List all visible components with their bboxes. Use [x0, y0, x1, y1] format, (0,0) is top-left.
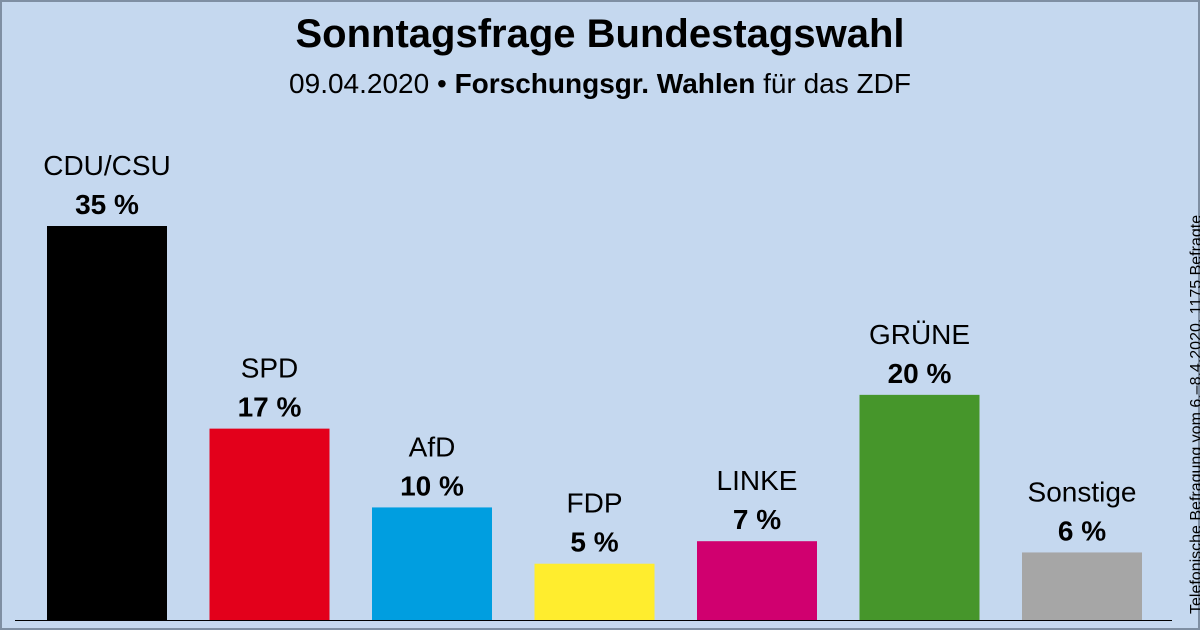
bar-grüne: [859, 394, 980, 620]
poll-client: für das ZDF: [763, 68, 911, 99]
poll-institute: Forschungsgr. Wahlen: [454, 68, 756, 99]
separator-dot: •: [436, 68, 447, 99]
bar-cdu-csu: [47, 226, 167, 620]
poll-date: 09.04.2020: [289, 68, 430, 99]
value-label-afd: 10 %: [400, 470, 464, 501]
chart-subtitle: 09.04.2020 • Forschungsgr. Wahlen für da…: [0, 68, 1200, 100]
category-label-cdu-csu: CDU/CSU: [43, 150, 171, 181]
value-label-grüne: 20 %: [888, 358, 952, 389]
bar-spd: [209, 428, 330, 620]
category-label-linke: LINKE: [717, 465, 798, 496]
value-label-sonstige: 6 %: [1058, 515, 1106, 546]
methodology-note: Telefonische Befragung vom 6.–8.4.2020, …: [1188, 214, 1200, 614]
value-label-linke: 7 %: [733, 504, 781, 535]
bar-sonstige: [1022, 552, 1142, 620]
bar-afd: [372, 507, 492, 620]
category-label-fdp: FDP: [567, 488, 623, 519]
bar-linke: [697, 541, 817, 620]
category-label-sonstige: Sonstige: [1028, 476, 1137, 507]
value-label-fdp: 5 %: [570, 527, 618, 558]
chart-title: Sonntagsfrage Bundestagswahl: [295, 12, 905, 56]
value-label-spd: 17 %: [238, 392, 302, 423]
category-label-afd: AfD: [409, 431, 456, 462]
bar-fdp: [534, 563, 655, 620]
category-label-spd: SPD: [241, 353, 299, 384]
category-label-grüne: GRÜNE: [869, 319, 970, 350]
value-label-cdu-csu: 35 %: [75, 189, 139, 220]
